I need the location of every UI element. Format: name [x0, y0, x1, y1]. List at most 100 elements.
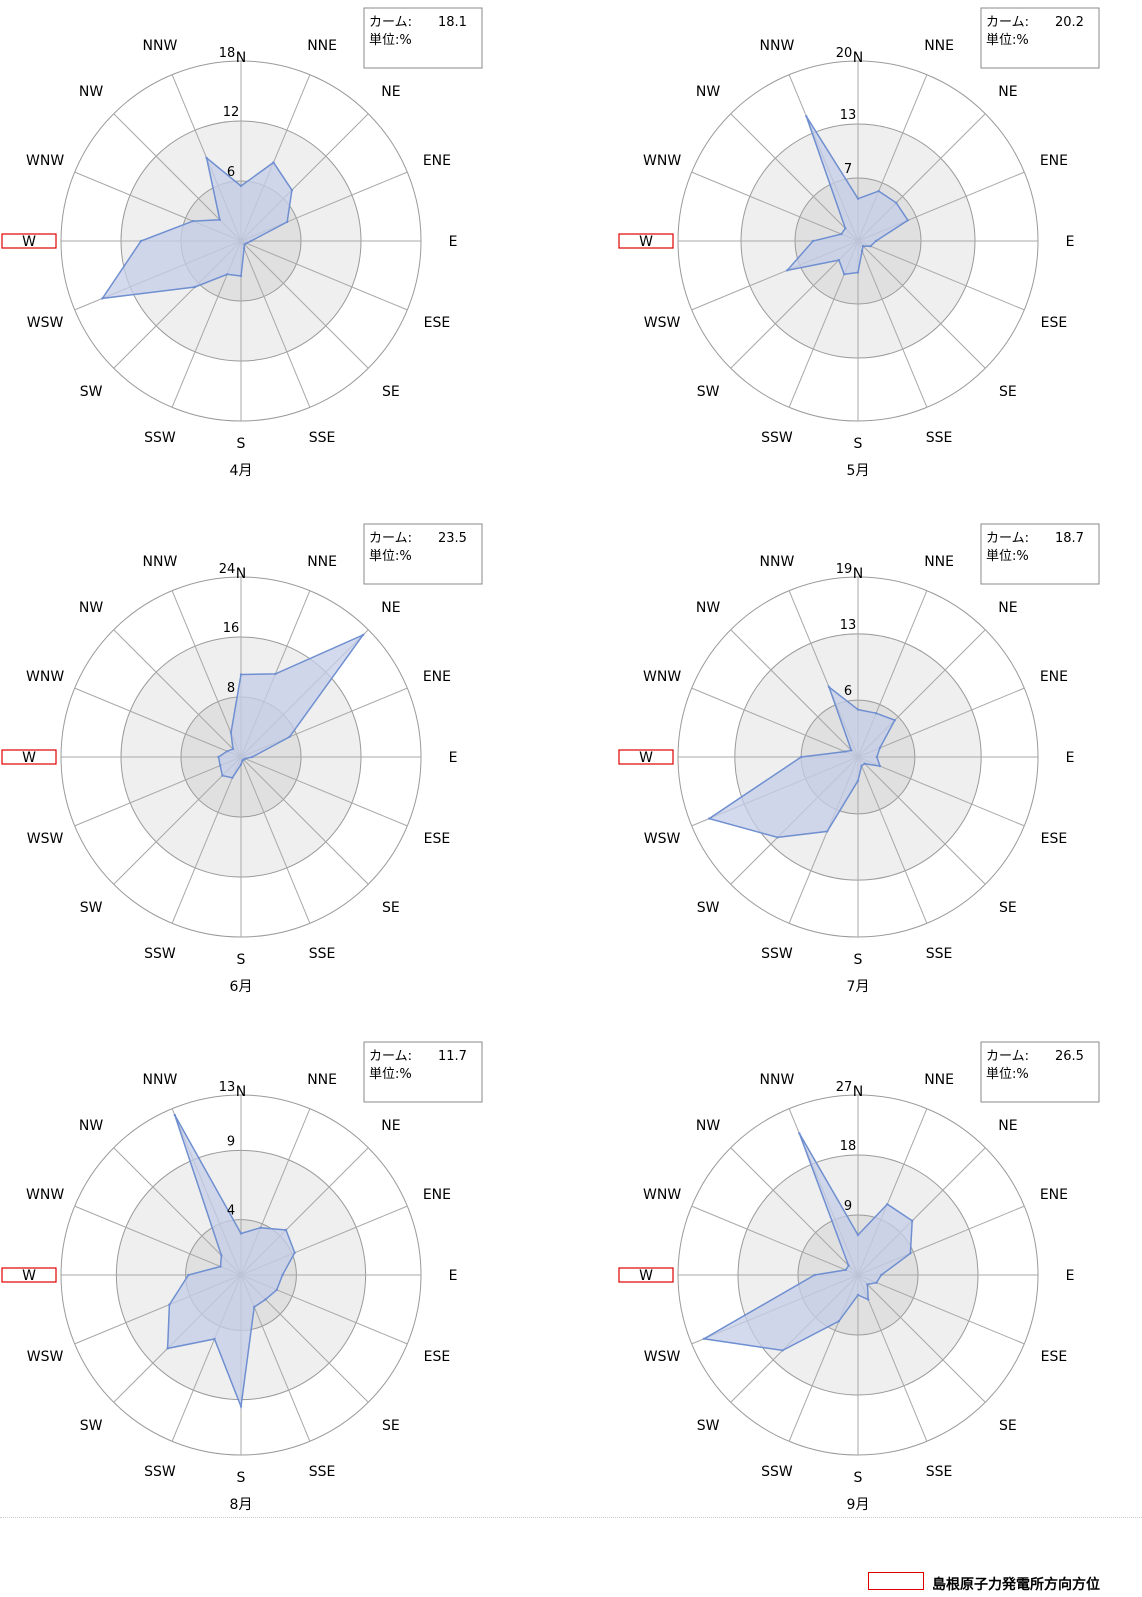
spoke-ESE	[857, 1274, 1025, 1345]
direction-label-NNW: NNW	[143, 38, 178, 54]
calm-box: カーム: 20.2 単位:%	[980, 7, 1100, 69]
direction-label-SE: SE	[999, 1418, 1017, 1434]
direction-label-SE: SE	[999, 384, 1017, 400]
spoke-WNW	[691, 1205, 859, 1276]
direction-label-SSW: SSW	[144, 946, 176, 962]
direction-label-E: E	[449, 1268, 458, 1284]
point-S	[856, 779, 860, 782]
point-NNE	[259, 1226, 262, 1229]
point-SW	[166, 1347, 169, 1350]
direction-label-NNW: NNW	[760, 554, 795, 570]
direction-label-WSW: WSW	[27, 831, 64, 847]
spoke-WNW	[74, 687, 242, 758]
direction-label-NNW: NNW	[760, 1072, 795, 1088]
direction-label-S: S	[854, 436, 863, 452]
direction-label-WSW: WSW	[644, 1349, 681, 1365]
month-caption: 5月	[847, 463, 870, 479]
calm-label: カーム:	[369, 15, 412, 30]
point-NW	[847, 1264, 850, 1267]
point-ESE	[878, 764, 882, 768]
calm-label: カーム:	[986, 531, 1029, 546]
point-NNE	[877, 189, 880, 193]
spoke-SW	[730, 240, 859, 369]
point-SSE	[242, 247, 246, 250]
point-W	[811, 239, 815, 243]
legend-label: 島根原子力発電所方向方位	[932, 1577, 1100, 1593]
point-SE	[866, 1283, 869, 1286]
direction-label-SW: SW	[697, 900, 720, 916]
point-ESE	[875, 1281, 878, 1284]
point-SSW	[837, 1320, 841, 1323]
point-E	[251, 755, 254, 759]
spoke-SSE	[857, 240, 928, 408]
direction-label-SSW: SSW	[761, 946, 793, 962]
point-NNW	[798, 1132, 801, 1135]
direction-label-ENE: ENE	[423, 1187, 451, 1203]
tick-label: 19	[836, 562, 853, 577]
wind-rose-5: 4 9 13 N NNE NE ENE E ESE SE SSE S SSW SW WSW W WNW NW NNW…	[1, 1041, 483, 1513]
calm-label: カーム:	[986, 15, 1029, 30]
tick-label: 16	[223, 621, 240, 636]
direction-label-S: S	[237, 952, 246, 968]
point-SSW	[226, 273, 229, 276]
direction-label-E: E	[1066, 1268, 1075, 1284]
spoke-SE	[240, 240, 369, 369]
direction-label-SE: SE	[999, 900, 1017, 916]
direction-label-NW: NW	[696, 600, 720, 616]
spoke-SE	[240, 756, 369, 885]
calm-box-frame	[363, 523, 483, 585]
calm-value: 20.2	[1055, 15, 1084, 30]
direction-label-SE: SE	[382, 384, 400, 400]
spoke-NW	[113, 1147, 242, 1276]
wind-rose-1: 6 12 18 N NNE NE ENE E ESE SE SSE S SSW SW WSW W WNW NW NN…	[1, 7, 483, 479]
point-SSW	[826, 830, 829, 833]
tick-label: 9	[227, 1134, 235, 1149]
point-NW	[218, 218, 221, 221]
direction-label-ESE: ESE	[1041, 831, 1068, 847]
direction-label-N: N	[853, 566, 863, 582]
point-NNW	[827, 685, 831, 689]
point-NW	[231, 747, 235, 751]
point-ESE	[275, 1288, 278, 1292]
calm-value: 18.1	[438, 15, 467, 30]
spoke-SSE	[240, 240, 311, 408]
tick-label: 27	[836, 1080, 853, 1095]
unit-label: 単位:%	[369, 548, 412, 564]
wind-rose-4: 6 13 19 N NNE NE ENE E ESE SE SSE S SSW SW WSW W WNW NW NN…	[618, 523, 1100, 995]
direction-label-SSE: SSE	[926, 430, 953, 446]
point-NNE	[886, 1203, 889, 1206]
point-W	[139, 239, 143, 243]
direction-label-SSW: SSW	[144, 1464, 176, 1480]
direction-label-SW: SW	[80, 900, 103, 916]
direction-label-SE: SE	[382, 1418, 400, 1434]
calm-box-frame	[980, 523, 1100, 585]
spoke-NW	[113, 629, 242, 758]
point-W	[813, 1273, 816, 1277]
unit-label: 単位:%	[369, 1066, 412, 1082]
spoke-WNW	[691, 687, 859, 758]
point-NNW	[173, 1113, 176, 1117]
direction-label-ESE: ESE	[424, 831, 451, 847]
point-SW	[193, 285, 197, 289]
point-S	[239, 1405, 243, 1408]
spoke-SSW	[171, 756, 242, 924]
point-NNW	[805, 115, 808, 118]
point-SW	[776, 836, 779, 839]
spoke-NNW	[171, 590, 242, 758]
unit-label: 単位:%	[986, 548, 1029, 564]
direction-label-E: E	[449, 234, 458, 250]
spoke-ESE	[857, 240, 1025, 311]
direction-label-W: W	[639, 234, 653, 250]
point-WNW	[225, 750, 229, 753]
point-E	[880, 1273, 883, 1277]
direction-label-NNW: NNW	[143, 554, 178, 570]
wind-rose-3: 8 16 24 N NNE NE ENE E ESE SE SSE S SSW SW WSW W WNW NW NN…	[1, 523, 483, 995]
calm-box-frame	[980, 1041, 1100, 1103]
point-WNW	[844, 1268, 847, 1272]
point-SSE	[867, 1298, 870, 1301]
direction-label-NE: NE	[998, 1118, 1017, 1134]
direction-label-E: E	[1066, 750, 1075, 766]
direction-label-NNE: NNE	[307, 554, 337, 570]
direction-label-SW: SW	[80, 384, 103, 400]
direction-label-SSE: SSE	[309, 946, 336, 962]
